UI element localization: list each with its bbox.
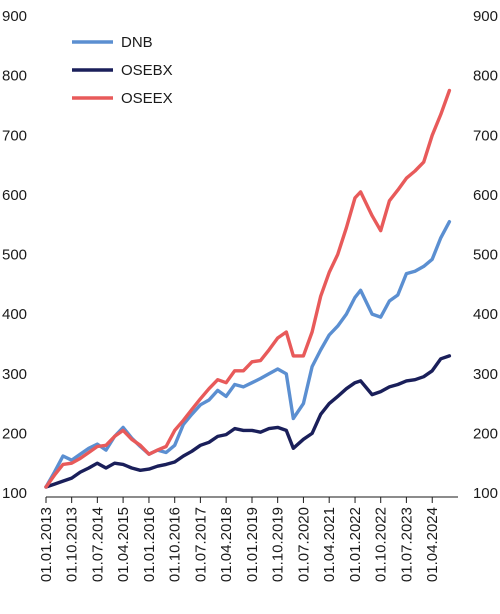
x-tick-label: 01.07.2017 [192, 507, 209, 582]
series-line-dnb [44, 219, 452, 489]
y-tick-label-right: 600 [473, 187, 498, 204]
x-tick-label: 01.01.2022 [347, 507, 364, 582]
x-tick-label: 01.10.2013 [64, 507, 81, 582]
x-tick-label: 01.01.2013 [38, 507, 55, 582]
y-tick-label-left: 700 [2, 127, 27, 144]
legend-label-oseex: OSEEX [121, 90, 173, 107]
y-tick-label-left: 400 [2, 306, 27, 323]
series-line-osebx [44, 354, 452, 489]
legend-label-osebx: OSEBX [121, 62, 173, 79]
y-tick-label-right: 900 [473, 8, 498, 25]
y-tick-label-right: 200 [473, 425, 498, 442]
legend: DNB OSEBX OSEEX [72, 34, 173, 107]
x-tick-label: 01.10.2016 [167, 507, 184, 582]
x-tick-label: 01.01.2016 [141, 507, 158, 582]
y-tick-label-left: 600 [2, 187, 27, 204]
y-tick-label-left: 100 [2, 485, 27, 502]
x-tick-label: 01.04.2021 [321, 507, 338, 582]
y-tick-label-left: 300 [2, 366, 27, 383]
y-tick-label-right: 300 [473, 366, 498, 383]
x-axis: 01.01.2013 01.10.2013 01.07.2014 01.04.2015… [38, 497, 441, 582]
x-tick-label: 01.10.2022 [373, 507, 390, 582]
y-tick-label-left: 200 [2, 425, 27, 442]
series-lines [44, 88, 452, 489]
x-tick-label: 01.07.2020 [295, 507, 312, 582]
x-tick-label: 01.07.2023 [398, 507, 415, 582]
y-axis-right: 100 200 300 400 500 600 700 800 900 [473, 8, 498, 502]
x-tick-label: 01.04.2018 [218, 507, 235, 582]
x-tick-label: 01.07.2014 [89, 507, 106, 582]
y-tick-label-right: 400 [473, 306, 498, 323]
x-tick-label: 01.10.2019 [270, 507, 287, 582]
y-tick-label-right: 500 [473, 247, 498, 264]
y-tick-label-left: 800 [2, 68, 27, 85]
y-tick-label-right: 800 [473, 68, 498, 85]
y-tick-label-right: 100 [473, 485, 498, 502]
x-tick-label: 01.04.2024 [424, 507, 441, 582]
legend-label-dnb: DNB [121, 34, 153, 51]
x-tick-label: 01.04.2015 [115, 507, 132, 582]
y-axis-left: 100 200 300 400 500 600 700 800 900 [2, 8, 27, 502]
y-tick-label-left: 900 [2, 8, 27, 25]
x-tick-label: 01.01.2019 [244, 507, 261, 582]
y-tick-label-left: 500 [2, 247, 27, 264]
y-tick-label-right: 700 [473, 127, 498, 144]
series-line-oseex [44, 88, 452, 489]
